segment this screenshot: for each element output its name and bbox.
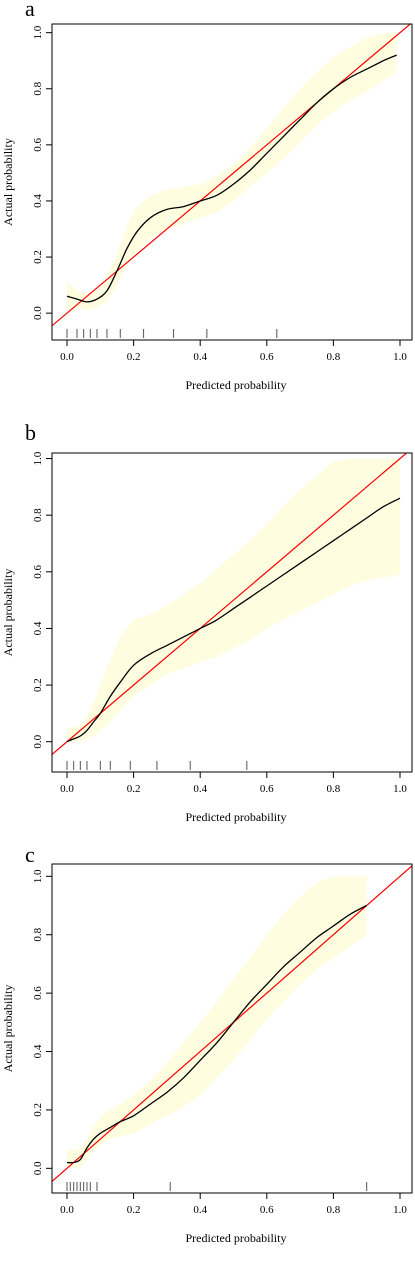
x-tick-label: 0.0 (60, 783, 74, 795)
x-tick-label: 0.8 (327, 783, 341, 795)
y-tick-label: 1.0 (32, 451, 44, 465)
x-tick-label: 0.2 (127, 351, 141, 363)
y-tick-label: 0.6 (32, 564, 44, 578)
x-axis-title: Predicted probability (186, 1231, 287, 1245)
calibration-panel-b: b 0.0 0.2 0.4 0.6 0.8 1.0 0.0 0.2 0.4 0.6 0.8 1.0 Pr… (0, 420, 415, 840)
confidence-band (67, 32, 397, 314)
calibration-curve (66, 497, 401, 743)
plot-frame (51, 23, 413, 341)
x-tick-label: 0.0 (60, 351, 74, 363)
y-tick-label: 1.0 (32, 869, 44, 883)
calibration-chart: 0.0 0.2 0.4 0.6 0.8 1.0 0.0 0.2 0.4 0.6 0.8 1.0 Pred… (1, 451, 413, 824)
x-tick-label: 0.0 (60, 1204, 74, 1216)
x-tick-label: 0.4 (193, 1204, 207, 1216)
calibration-panel-a: a 0.0 0.2 0.4 0.6 0.8 1.0 0.0 0.2 0.4 0.6 0.8 1.0 Pr… (0, 0, 415, 420)
y-tick-label: 0.0 (32, 1161, 44, 1175)
x-tick-label: 0.4 (193, 783, 207, 795)
x-axis-title: Predicted probability (186, 378, 287, 392)
panel-label: c (25, 842, 35, 867)
panel-label: a (25, 0, 35, 21)
y-tick-label: 0.8 (32, 81, 44, 95)
x-tick-label: 1.0 (393, 1204, 407, 1216)
y-tick-label: 0.8 (32, 927, 44, 941)
y-axis-title: Actual probability (1, 985, 15, 1073)
panel-label: b (25, 420, 36, 445)
y-tick-label: 0.0 (32, 734, 44, 748)
y-tick-label: 0.4 (32, 621, 44, 635)
x-tick-label: 0.8 (327, 351, 341, 363)
y-tick-label: 0.2 (32, 678, 44, 692)
x-tick-label: 0.6 (260, 783, 274, 795)
y-tick-label: 0.6 (32, 986, 44, 1000)
ideal-line (52, 24, 412, 327)
plot-frame (51, 863, 413, 1194)
x-tick-label: 0.6 (260, 351, 274, 363)
y-tick-label: 0.4 (32, 194, 44, 208)
confidence-band (67, 876, 367, 1169)
y-tick-label: 0.2 (32, 250, 44, 264)
x-tick-label: 0.2 (127, 783, 141, 795)
x-tick-label: 0.4 (193, 351, 207, 363)
x-tick-label: 0.6 (260, 1204, 274, 1216)
x-tick-label: 0.8 (327, 1204, 341, 1216)
y-tick-label: 0.2 (32, 1103, 44, 1117)
calibration-curve (66, 904, 368, 1164)
calibration-chart: 0.0 0.2 0.4 0.6 0.8 1.0 0.0 0.2 0.4 0.6 0.8 1.0 Pred… (1, 863, 413, 1245)
x-tick-label: 0.2 (127, 1204, 141, 1216)
plot-area (52, 24, 412, 327)
y-tick-label: 0.6 (32, 137, 44, 151)
calibration-panel-c: c 0.0 0.2 0.4 0.6 0.8 1.0 0.0 0.2 0.4 0.6 0.8 1.0 Pr… (0, 840, 415, 1262)
calibration-chart: 0.0 0.2 0.4 0.6 0.8 1.0 0.0 0.2 0.4 0.6 0.8 1.0 Pred… (1, 23, 413, 392)
y-axis-title: Actual probability (1, 138, 15, 226)
x-tick-label: 1.0 (393, 783, 407, 795)
plot-frame (51, 452, 413, 773)
y-tick-label: 0.0 (32, 306, 44, 320)
y-axis-title: Actual probability (1, 569, 15, 657)
calibration-curve (66, 54, 397, 303)
x-axis-title: Predicted probability (186, 810, 287, 824)
ideal-line (52, 453, 408, 756)
x-tick-label: 1.0 (393, 351, 407, 363)
y-tick-label: 0.8 (32, 508, 44, 522)
plot-area (52, 865, 412, 1183)
y-tick-label: 0.4 (32, 1044, 44, 1058)
y-tick-label: 1.0 (32, 25, 44, 39)
plot-area (52, 453, 408, 756)
